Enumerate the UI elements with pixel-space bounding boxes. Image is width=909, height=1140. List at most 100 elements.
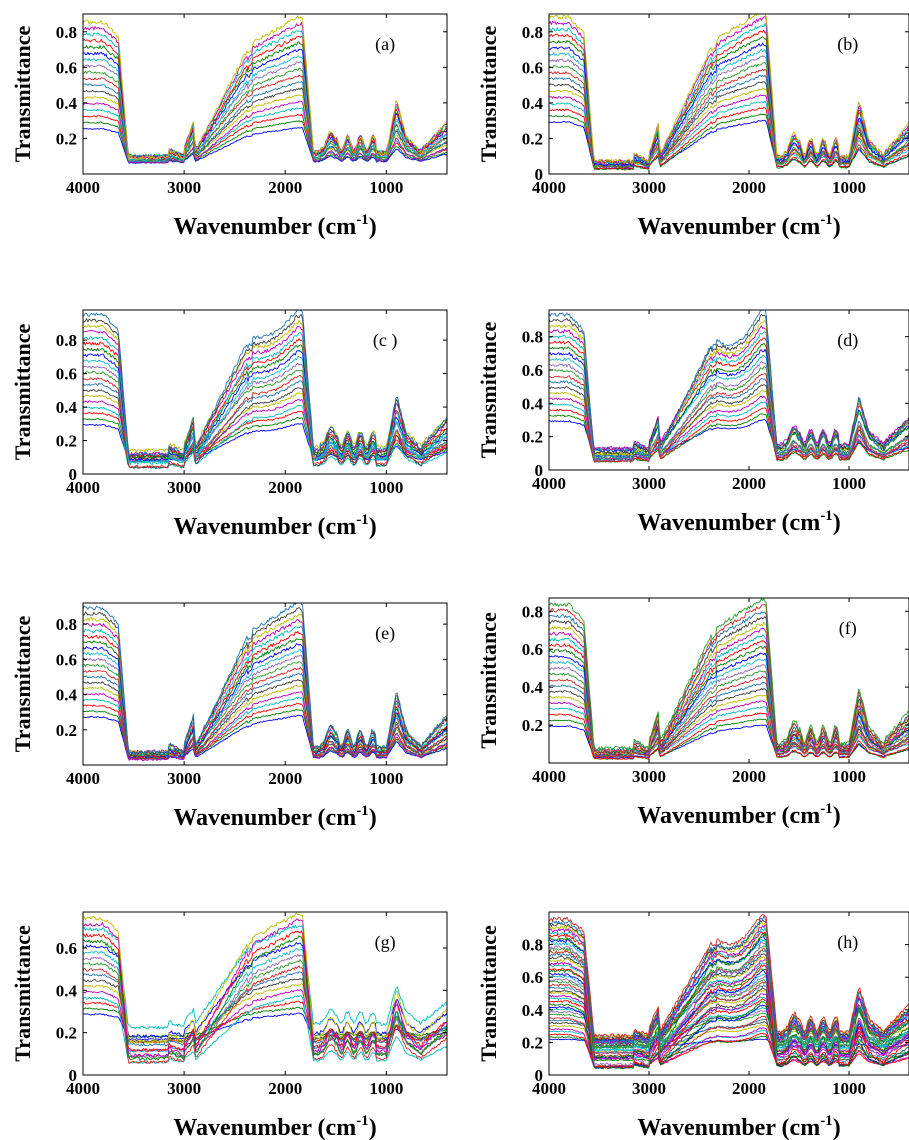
spectrum-line (549, 68, 909, 169)
spectrum-line (83, 314, 447, 459)
y-tick-label: 0.6 (56, 939, 77, 958)
x-axis-label: Wavenumber (cm-1) (637, 508, 840, 536)
x-axis-label: Wavenumber (cm-1) (173, 212, 376, 240)
spectrum-panel-5: 4000 3000 2000 1000 0.2 0.4 0.6 0.8 Transmittanc… (10, 602, 448, 831)
y-tick-label: 0.4 (56, 981, 78, 1000)
x-tick-label: 4000 (532, 767, 566, 786)
spectrum-line (549, 956, 909, 1042)
y-axis-label: Transmittance (10, 26, 35, 163)
spectrum-line (83, 666, 447, 760)
y-tick-label: 0 (69, 1066, 78, 1085)
spectrum-line (549, 675, 909, 758)
x-tick-label: 3000 (167, 478, 201, 497)
x-tick-label: 2000 (732, 767, 766, 786)
x-tick-label: 4000 (66, 769, 100, 788)
spectrum-panel-1: 4000 3000 2000 1000 0.2 0.4 0.6 0.8 Transmittanc… (10, 13, 448, 240)
y-tick-label: 0.4 (522, 94, 544, 113)
panel-label: (g) (375, 932, 396, 953)
spectrum-line (549, 342, 909, 456)
axes-frame (548, 13, 909, 175)
y-axis-label: Transmittance (476, 925, 501, 1062)
x-tick-label: 3000 (167, 1079, 201, 1098)
x-tick-label: 1000 (369, 1079, 403, 1098)
spectrum-line (549, 611, 909, 752)
spectrum-line (83, 15, 447, 160)
x-tick-label: 1000 (832, 178, 866, 197)
y-tick-label: 0.4 (56, 686, 78, 705)
spectrum-line (549, 372, 909, 463)
y-tick-label: 0.4 (522, 678, 544, 697)
y-tick-label: 0.8 (56, 615, 77, 634)
x-axis-label: Wavenumber (cm-1) (637, 801, 840, 829)
panel-label: (a) (375, 34, 395, 55)
spectrum-line (83, 947, 447, 1053)
y-tick-label: 0.6 (56, 650, 77, 669)
spectrum-line (83, 332, 447, 466)
spectrum-line (83, 1012, 447, 1041)
y-tick-label: 0.6 (522, 361, 543, 380)
spectrum-line (549, 313, 909, 455)
spectrum-line (549, 29, 909, 165)
spectrum-line (549, 361, 909, 462)
spectrum-line (549, 62, 909, 168)
y-axis-label: Transmittance (476, 612, 501, 749)
spectrum-line (83, 100, 447, 164)
spectrum-line (83, 338, 447, 458)
spectrum-line (83, 310, 447, 457)
x-tick-label: 4000 (532, 178, 566, 197)
x-tick-label: 2000 (732, 1079, 766, 1098)
y-tick-label: 0.2 (56, 129, 77, 148)
x-tick-label: 2000 (732, 474, 766, 493)
x-tick-label: 2000 (268, 769, 302, 788)
spectrum-line (549, 919, 909, 1041)
x-axis-label: Wavenumber (cm-1) (173, 512, 376, 540)
y-tick-label: 0.2 (522, 1033, 543, 1052)
y-tick-label: 0.4 (56, 94, 78, 113)
x-tick-label: 2000 (268, 1079, 302, 1098)
y-tick-label: 0.4 (56, 398, 78, 417)
x-tick-label: 1000 (369, 769, 403, 788)
spectrum-line (549, 945, 909, 1049)
y-tick-label: 0.2 (522, 716, 543, 735)
x-tick-label: 1000 (832, 767, 866, 786)
y-axis-label: Transmittance (10, 324, 35, 461)
y-tick-label: 0.6 (56, 58, 77, 77)
spectra-group (83, 310, 447, 470)
panel-label: (e) (375, 623, 395, 644)
y-tick-label: 0.2 (56, 1024, 77, 1043)
y-tick-label: 0.2 (56, 721, 77, 740)
x-axis-label: Wavenumber (cm-1) (637, 1113, 840, 1140)
x-axis-label: Wavenumber (cm-1) (637, 212, 840, 240)
y-tick-label: 0.4 (522, 1001, 544, 1020)
x-tick-label: 3000 (632, 474, 666, 493)
spectrum-line (549, 106, 909, 170)
x-tick-label: 4000 (66, 478, 100, 497)
spectrum-line (83, 603, 447, 755)
y-tick-label: 0 (535, 165, 544, 184)
spectra-group (549, 598, 909, 760)
x-tick-label: 3000 (632, 767, 666, 786)
y-tick-label: 0.8 (522, 936, 543, 955)
x-tick-label: 1000 (369, 478, 403, 497)
spectrum-line (549, 310, 909, 460)
spectrum-line (83, 995, 447, 1065)
y-tick-label: 0.6 (56, 365, 77, 384)
x-tick-label: 1000 (369, 178, 403, 197)
spectrum-line (83, 971, 447, 1047)
spectrum-panel-2: 4000 3000 2000 1000 0 0.2 0.4 0.6 0.8 Transmittan… (476, 13, 909, 240)
spectrum-line (549, 975, 909, 1055)
axes-frame (82, 602, 448, 766)
spectrum-line (549, 993, 909, 1060)
x-axis-label: Wavenumber (cm-1) (173, 803, 376, 831)
spectrum-line (83, 626, 447, 756)
spectrum-line (549, 603, 909, 754)
spectrum-line (549, 712, 909, 760)
axes-frame (548, 597, 909, 764)
spectra-group (83, 15, 447, 164)
spectrum-line (83, 691, 447, 761)
x-tick-label: 3000 (167, 769, 201, 788)
spectrum-line (549, 913, 909, 1038)
spectrum-line (549, 598, 909, 751)
spectrum-line (549, 932, 909, 1059)
y-tick-label: 0.8 (56, 23, 77, 42)
